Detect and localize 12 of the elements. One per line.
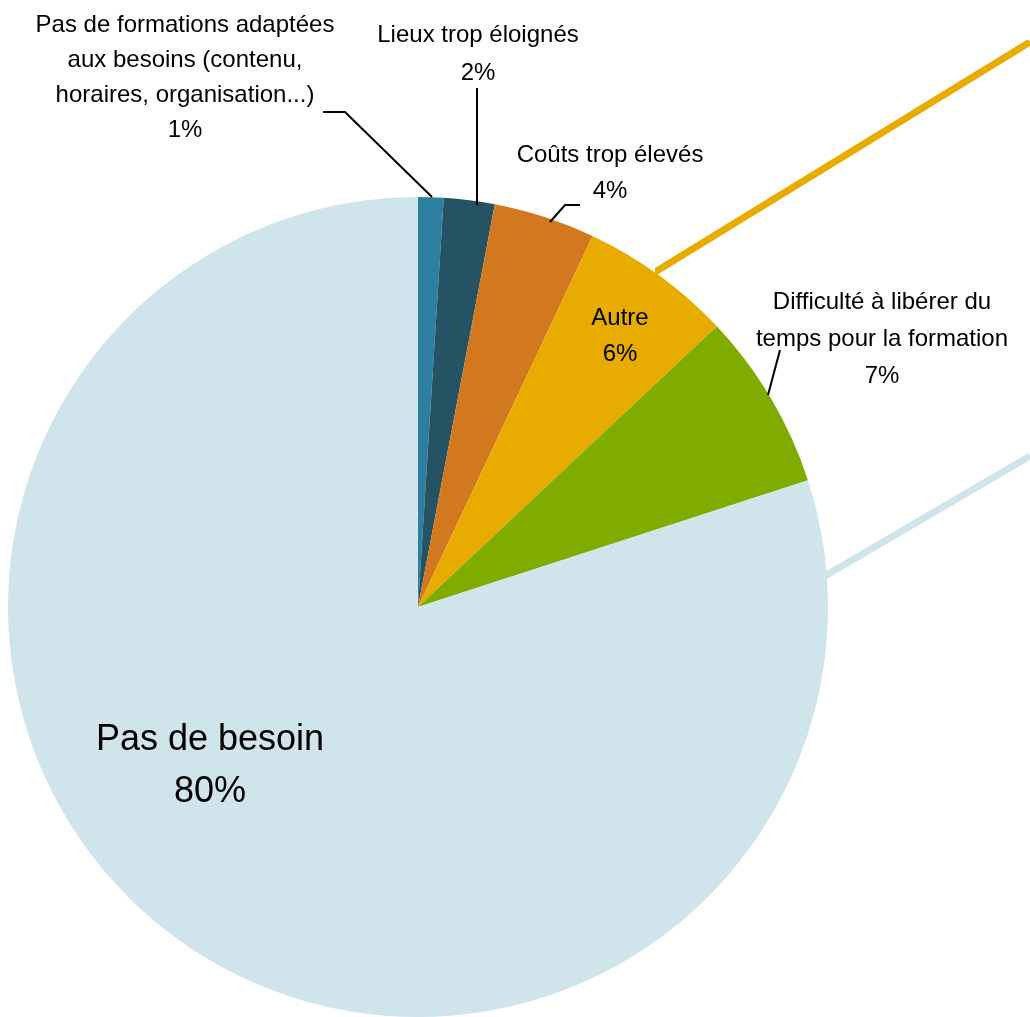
slice-label: Pas de besoin [95,716,325,758]
data-label: 80% [173,768,247,810]
data-label: 1% [167,114,203,142]
data-label: 7% [864,360,900,388]
data-label: 6% [602,338,638,366]
slice-label: Lieux trop éloignés [377,19,579,47]
slice-label: Autre [591,302,649,330]
slice-label: Difficulté à libérer du temps pour la formation [755,286,1009,351]
slice-label: Coûts trop élevés [516,139,704,167]
slice-label: Pas de formations adaptées aux besoins (contenu, horaires, organisation...) [35,9,335,107]
data-label: 2% [460,57,496,85]
data-label: 4% [592,175,628,203]
